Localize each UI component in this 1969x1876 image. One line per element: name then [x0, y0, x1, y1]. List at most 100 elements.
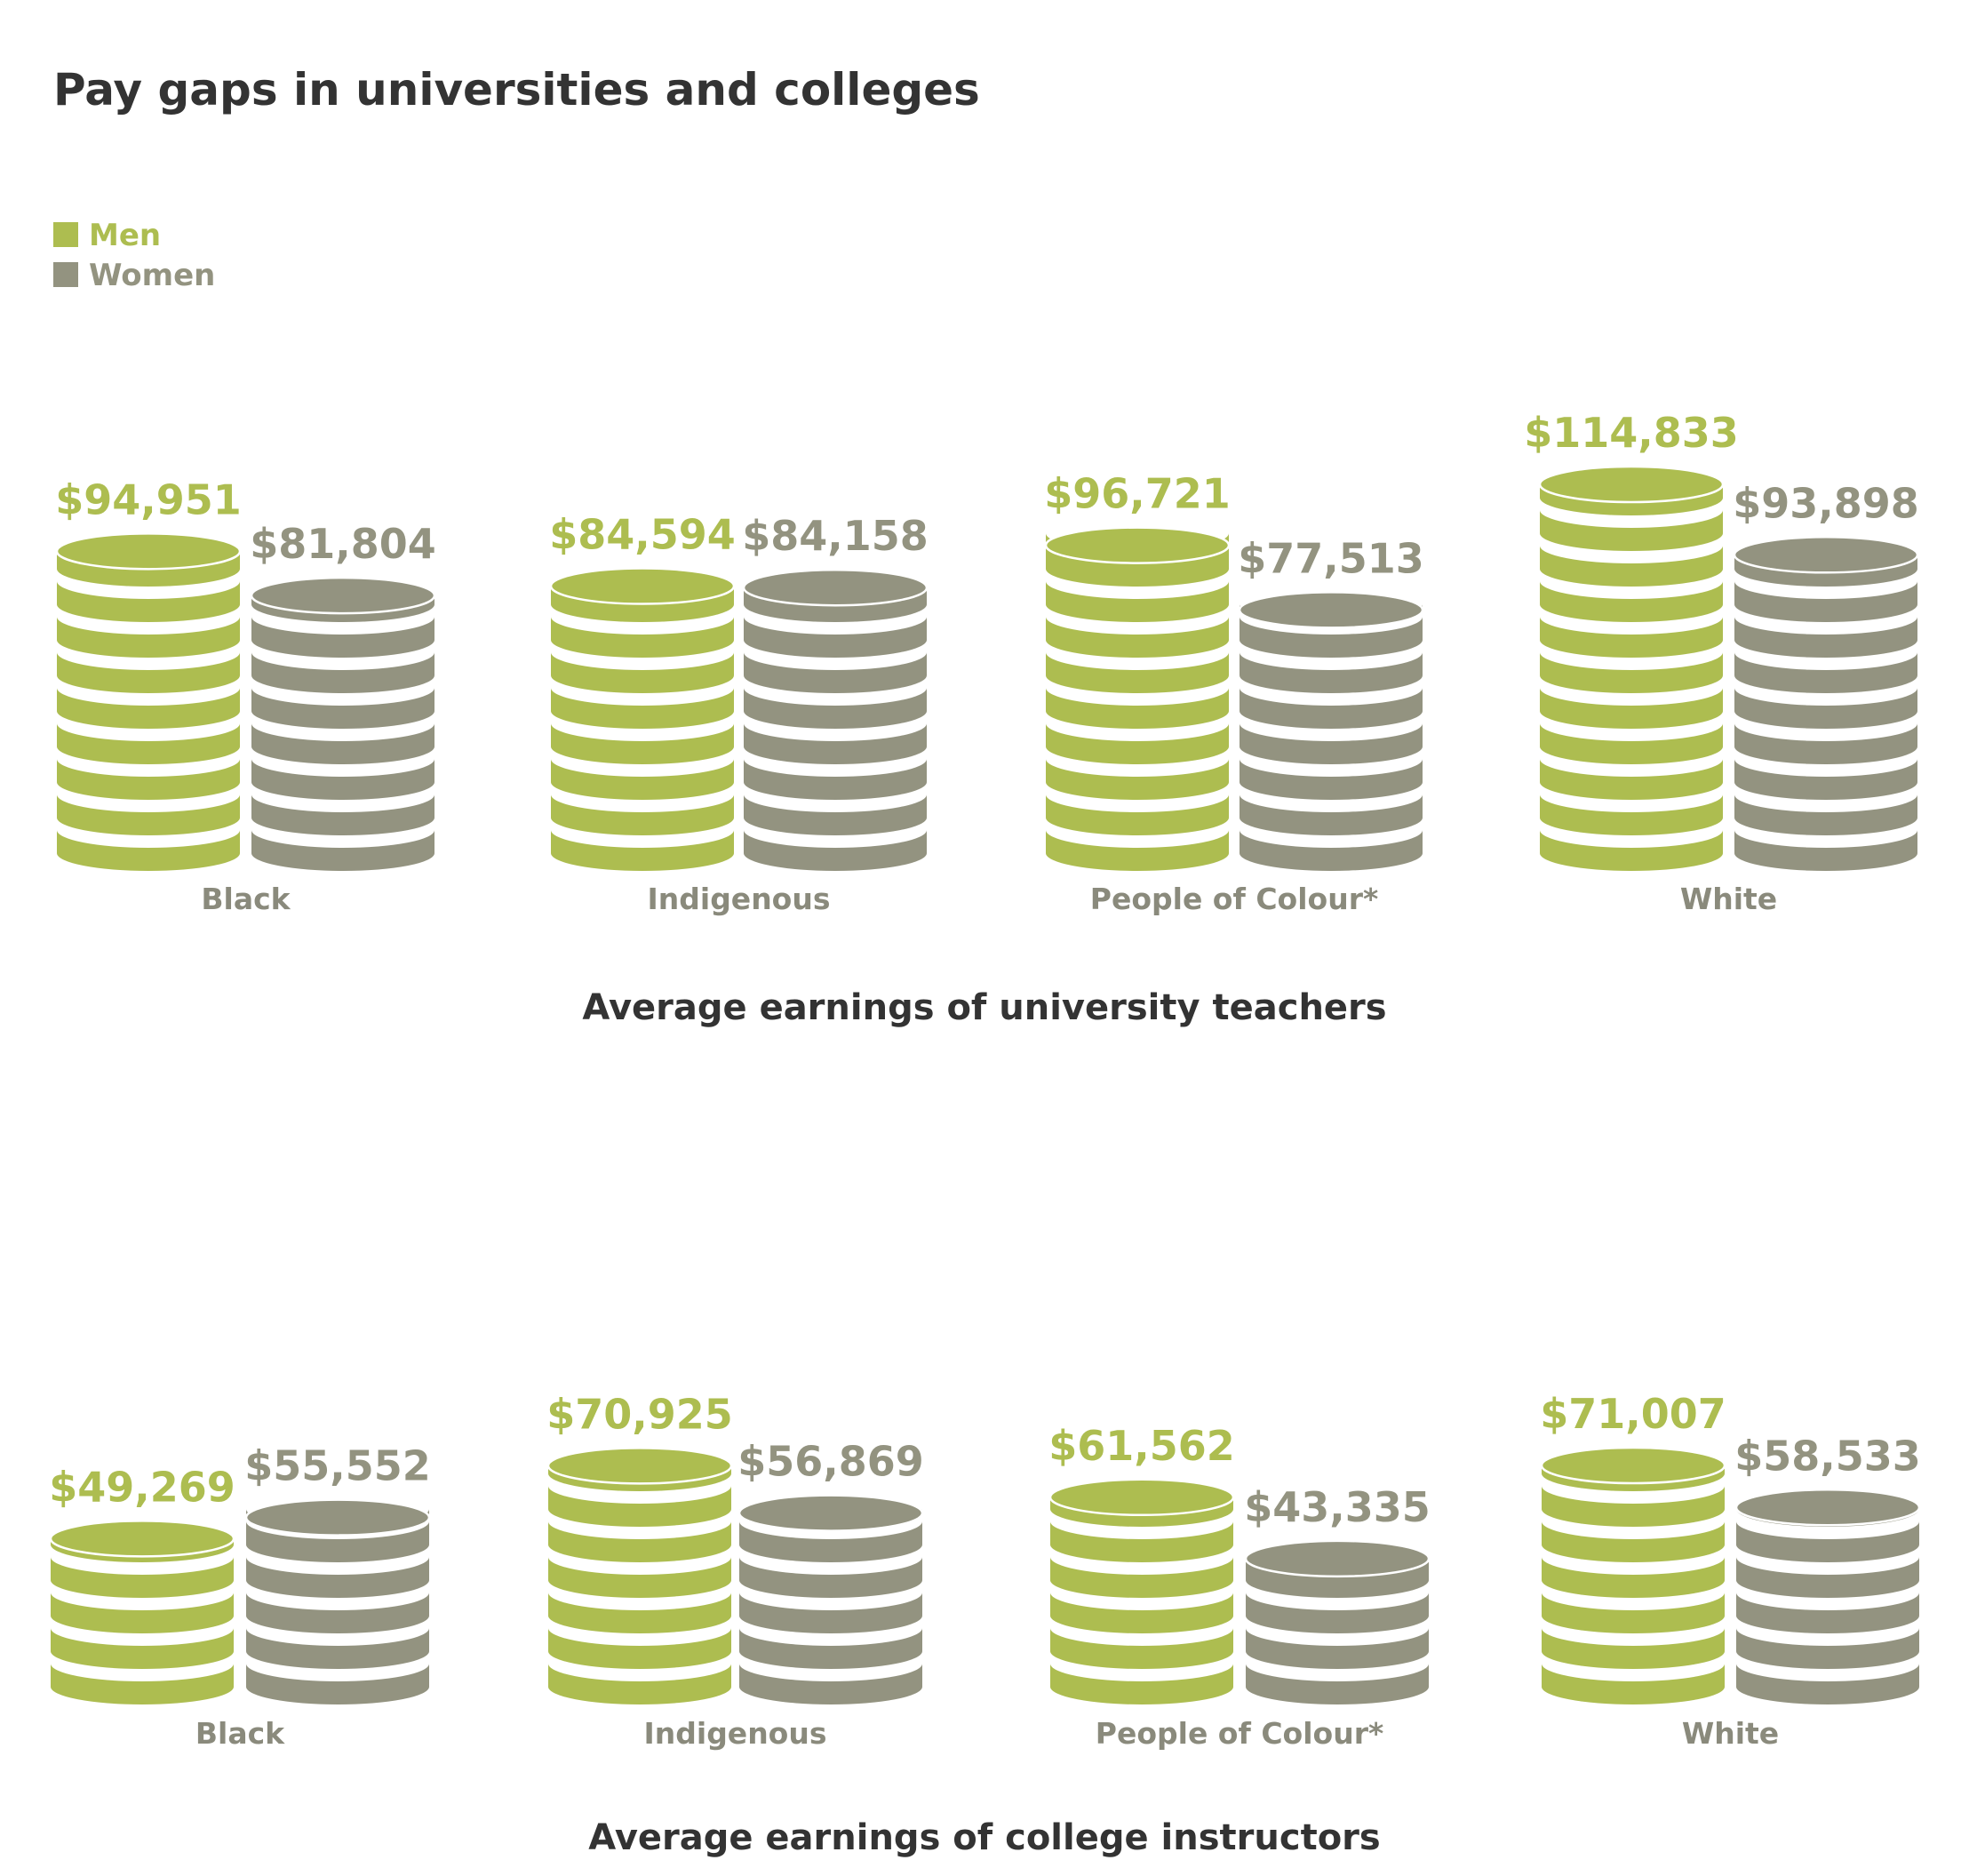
coin-band — [739, 1664, 922, 1704]
category-label: People of Colour* — [1090, 882, 1378, 916]
coin-band — [1540, 794, 1723, 835]
category-label: White — [1682, 1716, 1779, 1751]
coin-band — [57, 723, 240, 764]
coin-band — [1540, 759, 1723, 800]
coin-stack-women — [250, 576, 436, 871]
coin-band — [1540, 688, 1723, 729]
coin-band — [548, 1593, 731, 1633]
coin-band — [1734, 830, 1917, 871]
value-label-men: $71,007 — [1540, 1390, 1726, 1438]
coin-band — [548, 1486, 731, 1527]
coin-band — [1046, 652, 1229, 693]
coin-stack-women — [1238, 591, 1424, 871]
coin-band — [551, 723, 734, 764]
coin-band — [551, 794, 734, 835]
coin-stack-men — [1538, 465, 1725, 871]
legend-label-women: Women — [89, 258, 215, 293]
coin-band — [1046, 546, 1229, 587]
coin-band — [1240, 794, 1423, 835]
coin-band — [1050, 1521, 1233, 1562]
coin-band — [1540, 723, 1723, 764]
coin-band — [57, 794, 240, 835]
coin-band — [251, 652, 434, 693]
coin-band — [51, 1664, 234, 1704]
coin-band — [1734, 652, 1917, 693]
coin-band — [1046, 723, 1229, 764]
value-label-women: $77,513 — [1238, 534, 1424, 582]
coin-top — [1733, 536, 1919, 574]
coin-band — [1734, 581, 1917, 622]
coin-band — [251, 617, 434, 658]
value-label-men: $49,269 — [49, 1463, 235, 1511]
coin-band — [1240, 617, 1423, 658]
coin-stack-men — [546, 1447, 733, 1704]
coin-band — [1240, 759, 1423, 800]
category-label: Indigenous — [647, 882, 830, 916]
legend: Men Women — [53, 218, 215, 293]
coin-band — [1736, 1664, 1919, 1704]
value-label-men: $84,594 — [549, 511, 736, 559]
coin-band — [1046, 794, 1229, 835]
coin-band — [1050, 1628, 1233, 1669]
coin-band — [744, 759, 927, 800]
coin-stack-men — [1044, 526, 1231, 871]
coin-top — [1238, 591, 1424, 629]
legend-swatch-men — [53, 222, 78, 247]
value-label-men: $70,925 — [546, 1390, 733, 1438]
coin-band — [1734, 723, 1917, 764]
coin-band — [1736, 1557, 1919, 1598]
coin-band — [1736, 1628, 1919, 1669]
coin-band — [1542, 1557, 1725, 1598]
coin-top — [546, 1447, 733, 1485]
coin-band — [744, 794, 927, 835]
coin-band — [1734, 794, 1917, 835]
coin-band — [1240, 723, 1423, 764]
coin-band — [739, 1593, 922, 1633]
coin-band — [1246, 1664, 1429, 1704]
coin-band — [51, 1557, 234, 1598]
coin-band — [1540, 617, 1723, 658]
coin-band — [1540, 830, 1723, 871]
value-label-women: $81,804 — [250, 520, 436, 568]
panel-college: $49,269 $55,552 Black $70,925$56,869 Indigen… — [49, 1390, 1921, 1751]
coin-band — [51, 1593, 234, 1633]
coin-band — [251, 723, 434, 764]
coin-band — [548, 1557, 731, 1598]
coin-band — [1542, 1593, 1725, 1633]
coin-band — [1542, 1628, 1725, 1669]
panel-university: $94,951$81,804 Black $84,594 $84,158 Indigen… — [55, 409, 1919, 916]
category-label: Indigenous — [643, 1716, 826, 1751]
coin-band — [1542, 1664, 1725, 1704]
coin-top — [1538, 465, 1725, 504]
coin-band — [251, 759, 434, 800]
coin-band — [551, 652, 734, 693]
coin-band — [1540, 546, 1723, 587]
coin-band — [57, 759, 240, 800]
value-label-women: $84,158 — [742, 512, 929, 560]
value-label-women: $43,335 — [1244, 1483, 1431, 1531]
coin-band — [1246, 1628, 1429, 1669]
coin-band — [1240, 652, 1423, 693]
coin-band — [246, 1593, 429, 1633]
coin-band — [1540, 581, 1723, 622]
value-label-women: $55,552 — [244, 1442, 431, 1490]
coin-band — [1050, 1593, 1233, 1633]
coin-top — [1734, 1489, 1921, 1527]
legend-label-men: Men — [89, 218, 161, 253]
coin-band — [1736, 1593, 1919, 1633]
coin-band — [739, 1557, 922, 1598]
category-label: People of Colour* — [1096, 1716, 1383, 1751]
coin-band — [57, 688, 240, 729]
coin-band — [1050, 1557, 1233, 1598]
coin-top — [49, 1520, 235, 1558]
coin-stack-men — [49, 1520, 235, 1704]
value-label-men: $114,833 — [1524, 409, 1739, 457]
coin-band — [251, 688, 434, 729]
coin-stack-men — [549, 567, 736, 871]
coin-band — [251, 794, 434, 835]
coin-band — [744, 652, 927, 693]
chart-title: Pay gaps in universities and colleges — [53, 64, 980, 116]
coin-band — [1046, 688, 1229, 729]
coin-band — [1046, 830, 1229, 871]
coin-band — [744, 617, 927, 658]
